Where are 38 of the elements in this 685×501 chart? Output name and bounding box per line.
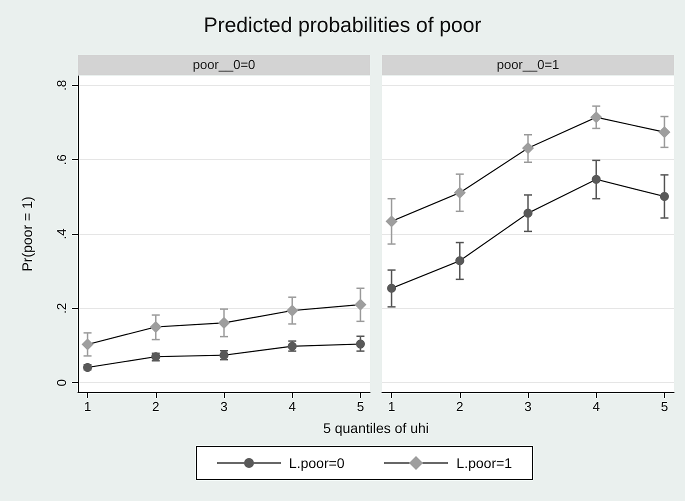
y-tick-label: 0	[54, 379, 69, 386]
point	[82, 338, 94, 350]
x-tick-label: 4	[288, 399, 296, 414]
point	[454, 186, 466, 199]
point	[590, 111, 602, 124]
x-axis-title: 5 quantiles of uhi	[322, 420, 430, 436]
legend-label: L.poor=0	[288, 455, 345, 471]
point	[286, 304, 298, 317]
x-tick-label: 2	[456, 399, 464, 414]
point	[150, 320, 162, 333]
point	[592, 174, 601, 184]
chart-subtitle: poor__0=0	[78, 55, 370, 75]
x-tick-label: 1	[84, 399, 92, 414]
point	[658, 126, 670, 138]
y-axis-title: Pr(poor = 1)	[19, 196, 35, 272]
y-tick-label: .4	[54, 228, 69, 240]
point	[387, 284, 396, 293]
x-tick-label: 4	[592, 399, 600, 414]
point	[455, 256, 464, 266]
y-tick-label: .6	[54, 154, 69, 166]
y-tick-label: .2	[54, 302, 69, 314]
point	[218, 316, 230, 329]
y-tick-label: .8	[54, 80, 69, 91]
point	[660, 192, 669, 201]
x-tick-label: 2	[152, 399, 160, 414]
x-tick-label: 3	[220, 399, 228, 414]
x-tick-label: 3	[524, 399, 532, 414]
point	[522, 142, 534, 154]
x-tick-label: 5	[660, 399, 668, 414]
point	[524, 208, 532, 218]
chart-title: Predicted probabilities of poor	[202, 14, 482, 38]
x-tick-label: 5	[356, 399, 364, 414]
chart-subtitle: poor__0=1	[382, 55, 674, 75]
legend-label: L.poor=1	[456, 455, 512, 471]
point	[386, 215, 398, 228]
x-tick-label: 1	[388, 399, 396, 414]
point	[354, 298, 366, 311]
point	[356, 340, 365, 349]
